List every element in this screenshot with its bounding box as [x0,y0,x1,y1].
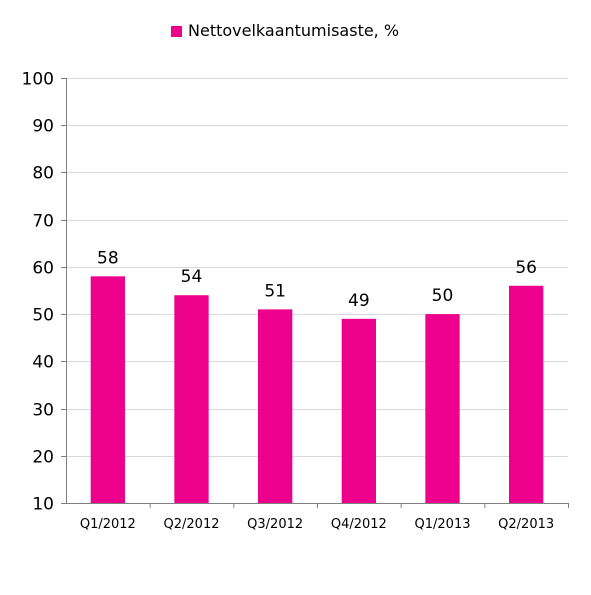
data-label: 49 [348,291,370,311]
y-tick-label: 70 [32,212,54,232]
bars [90,276,544,503]
y-tick-label: 50 [32,306,54,326]
y-tick-label: 30 [32,401,54,421]
data-label: 58 [97,248,119,268]
x-tick-label: Q3/2012 [247,517,303,532]
x-tick-labels: Q1/2012 Q2/2012 Q3/2012 Q4/2012 Q1/2013 Q2/20… [80,517,554,532]
bar [90,276,125,503]
data-label: 54 [181,267,203,287]
data-label: 51 [264,281,286,301]
bar [509,285,544,503]
legend: Nettovelkaantumisaste, % [171,21,399,41]
y-tick-label: 90 [32,117,54,137]
bar [425,314,460,503]
y-tick-label: 60 [32,259,54,279]
x-tick-label: Q1/2012 [80,517,136,532]
data-label: 56 [515,258,537,278]
x-tick-label: Q2/2012 [164,517,220,532]
y-tick-label: 10 [32,495,54,515]
data-labels: 58 54 51 49 50 56 [97,248,537,311]
data-label: 50 [432,286,454,306]
y-tick-labels: 10 20 30 40 50 60 70 80 90 100 [22,70,54,515]
gridlines [66,78,568,457]
axes [61,78,569,508]
x-tick-label: Q4/2012 [331,517,387,532]
x-tick-label: Q2/2013 [498,517,554,532]
bar [258,309,293,503]
legend-label: Nettovelkaantumisaste, % [188,21,400,40]
x-tick-label: Q1/2013 [415,517,471,532]
bar [174,295,209,503]
bar [341,318,376,503]
y-tick-label: 80 [32,164,54,184]
y-tick-label: 100 [22,70,54,90]
y-tick-label: 40 [32,353,54,373]
legend-swatch [171,25,182,37]
y-tick-label: 20 [32,448,54,468]
